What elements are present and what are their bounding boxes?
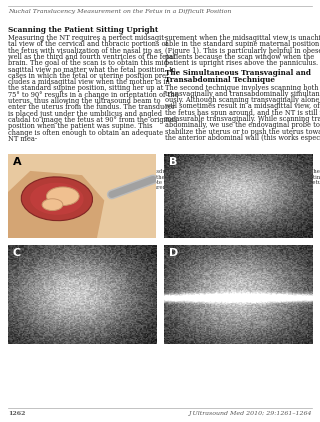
Text: Nuchal Translucency Measurement on the Fetus in a Difficult Position: Nuchal Translucency Measurement on the F… [8, 9, 231, 14]
Text: caudal to image the fetus at 90° from the original: caudal to image the fetus at 90° from th… [8, 116, 176, 124]
Text: Transabdominal Technique: Transabdominal Technique [165, 76, 275, 84]
Ellipse shape [30, 183, 84, 215]
Text: 1262: 1262 [8, 411, 25, 416]
Text: uterus, thus allowing the ultrasound beam to: uterus, thus allowing the ultrasound bea… [8, 97, 161, 105]
Text: The Simultaneous Transvaginal and: The Simultaneous Transvaginal and [165, 68, 311, 76]
Text: C: C [12, 248, 20, 258]
Text: enter the uterus from the fundus. The transducer: enter the uterus from the fundus. The tr… [8, 103, 175, 111]
Text: will sometimes result in a midsagittal view, often: will sometimes result in a midsagittal v… [165, 103, 320, 111]
Text: cludes a midsagittal view when the mother is in: cludes a midsagittal view when the mothe… [8, 78, 170, 86]
Text: the fetus with visualization of the nasal tip as: the fetus with visualization of the nasa… [8, 46, 162, 54]
Text: brain. The goal of the scan is to obtain this mid-: brain. The goal of the scan is to obtain… [8, 59, 170, 67]
Text: patients because the scan window when the: patients because the scan window when th… [165, 53, 314, 61]
Text: D: D [169, 248, 178, 258]
Circle shape [42, 199, 63, 211]
Text: Scanning the Patient Sitting Upright: Scanning the Patient Sitting Upright [8, 26, 158, 34]
Text: the anterior abdominal wall (this works especial-: the anterior abdominal wall (this works … [165, 134, 320, 142]
Text: position when the patient was supine. This: position when the patient was supine. Th… [8, 122, 153, 130]
Text: is placed just under the umbilicus and angled: is placed just under the umbilicus and a… [8, 110, 162, 118]
Text: NT mea-: NT mea- [8, 135, 37, 143]
Text: J Ultrasound Med 2010; 29:1261–1264: J Ultrasound Med 2010; 29:1261–1264 [188, 411, 312, 416]
Text: tal view of the cervical and thoracic portions of: tal view of the cervical and thoracic po… [8, 40, 168, 48]
Text: surement when the midsagittal view is unachiev-: surement when the midsagittal view is un… [165, 34, 320, 42]
Text: The second technique involves scanning both: The second technique involves scanning b… [165, 84, 318, 92]
Text: sagittal position showing the position for the NT measurement and caliper placem: sagittal position showing the position f… [8, 186, 240, 190]
Text: Figure 1. A, Upright positioning of the patient and transducer when using the “s: Figure 1. A, Upright positioning of the … [8, 169, 320, 174]
Text: patient is upright rises above the panniculus.: patient is upright rises above the panni… [165, 59, 318, 67]
Ellipse shape [21, 177, 92, 221]
Text: stabilize the uterus or to push the uterus toward: stabilize the uterus or to push the uter… [165, 127, 320, 135]
Text: transvaginally and transabdominally simultane-: transvaginally and transabdominally simu… [165, 90, 320, 98]
Text: sagittal view no matter what the fetal position. In: sagittal view no matter what the fetal p… [8, 65, 176, 73]
Text: cases in which the fetal or uterine position pre-: cases in which the fetal or uterine posi… [8, 72, 168, 80]
Text: well as the third and fourth ventricles of the fetal: well as the third and fourth ventricles … [8, 53, 175, 61]
Polygon shape [8, 154, 156, 238]
Text: measurable transvaginally. While scanning trans-: measurable transvaginally. While scannin… [165, 115, 320, 123]
Circle shape [46, 187, 79, 206]
Text: the fetus has spun around, and the NT is still not: the fetus has spun around, and the NT is… [165, 109, 320, 117]
Text: (Figure 1). This is particularly helpful in obese: (Figure 1). This is particularly helpful… [165, 46, 320, 54]
Text: change is often enough to obtain an adequate: change is often enough to obtain an adeq… [8, 129, 163, 136]
Text: in an awkward position for the NT measurement when the patient is supine. C, Sam: in an awkward position for the NT measur… [8, 175, 320, 179]
Text: A: A [12, 157, 21, 167]
Text: ously. Although scanning transvaginally alone: ously. Although scanning transvaginally … [165, 96, 319, 104]
Text: B: B [169, 157, 177, 167]
Text: abdominally, we use the endovaginal probe to: abdominally, we use the endovaginal prob… [165, 121, 320, 129]
Text: ultrasound beam enters the uterus from the fundus. Note that the fetus is now se: ultrasound beam enters the uterus from t… [8, 180, 320, 185]
Polygon shape [8, 171, 104, 238]
Text: able in the standard supine maternal position: able in the standard supine maternal pos… [165, 40, 319, 48]
Text: Measuring the NT requires a perfect midsagit-: Measuring the NT requires a perfect mids… [8, 34, 166, 42]
Text: 75° to 90° results in a change in orientation of the: 75° to 90° results in a change in orient… [8, 91, 179, 99]
Text: the standard supine position, sitting her up at: the standard supine position, sitting he… [8, 84, 164, 92]
